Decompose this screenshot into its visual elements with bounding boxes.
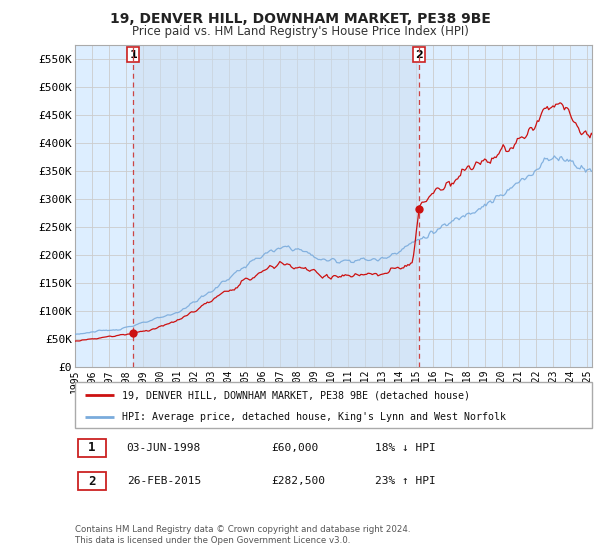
Text: 26-FEB-2015: 26-FEB-2015 [127, 476, 201, 486]
Text: 1: 1 [88, 441, 95, 455]
Text: 19, DENVER HILL, DOWNHAM MARKET, PE38 9BE: 19, DENVER HILL, DOWNHAM MARKET, PE38 9B… [110, 12, 490, 26]
Text: £60,000: £60,000 [272, 443, 319, 453]
Text: Contains HM Land Registry data © Crown copyright and database right 2024.
This d: Contains HM Land Registry data © Crown c… [75, 525, 410, 545]
Text: 2: 2 [88, 474, 95, 488]
Text: 18% ↓ HPI: 18% ↓ HPI [375, 443, 436, 453]
Text: HPI: Average price, detached house, King's Lynn and West Norfolk: HPI: Average price, detached house, King… [122, 412, 506, 422]
Text: 1: 1 [130, 50, 137, 59]
Bar [77, 472, 106, 490]
Text: 19, DENVER HILL, DOWNHAM MARKET, PE38 9BE (detached house): 19, DENVER HILL, DOWNHAM MARKET, PE38 9B… [122, 390, 470, 400]
Text: £282,500: £282,500 [272, 476, 326, 486]
Bar [77, 438, 106, 457]
Text: 23% ↑ HPI: 23% ↑ HPI [375, 476, 436, 486]
Text: 03-JUN-1998: 03-JUN-1998 [127, 443, 201, 453]
Bar [133, 45, 419, 367]
Text: Price paid vs. HM Land Registry's House Price Index (HPI): Price paid vs. HM Land Registry's House … [131, 25, 469, 38]
Text: 2: 2 [415, 50, 423, 59]
